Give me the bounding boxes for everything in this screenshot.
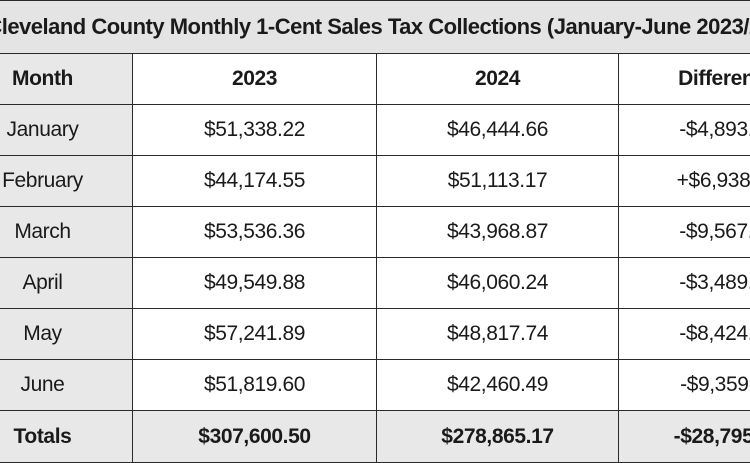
table-row: April $49,549.88 $46,060.24 -$3,489.64 xyxy=(0,257,750,309)
total-2024-cell: $278,865.17 xyxy=(376,410,619,463)
table-title: Cleveland County Monthly 1-Cent Sales Ta… xyxy=(0,0,750,54)
value-2024-cell: $51,113.17 xyxy=(376,155,619,207)
value-2024-cell: $46,060.24 xyxy=(376,257,619,309)
difference-cell: -$4,893.56 xyxy=(617,104,750,156)
difference-cell: -$9,359.11 xyxy=(617,359,750,411)
month-cell: February xyxy=(0,155,133,207)
value-2023-cell: $49,549.88 xyxy=(132,257,377,309)
table-row: March $53,536.36 $43,968.87 -$9,567.49 xyxy=(0,206,750,258)
difference-cell: -$9,567.49 xyxy=(617,206,750,258)
header-2024: 2024 xyxy=(376,53,619,105)
table-row: February $44,174.55 $51,113.17 +$6,938.6… xyxy=(0,155,750,207)
month-cell: May xyxy=(0,308,133,360)
value-2024-cell: $46,444.66 xyxy=(376,104,619,156)
totals-label: Totals xyxy=(0,410,133,463)
header-row: Month 2023 2024 Difference xyxy=(0,53,750,105)
value-2024-cell: $42,460.49 xyxy=(376,359,619,411)
table-row: June $51,819.60 $42,460.49 -$9,359.11 xyxy=(0,359,750,411)
value-2023-cell: $57,241.89 xyxy=(132,308,377,360)
month-cell: January xyxy=(0,104,133,156)
month-cell: April xyxy=(0,257,133,309)
difference-cell: +$6,938.62 xyxy=(617,155,750,207)
totals-row: Totals $307,600.50 $278,865.17 -$28,795.… xyxy=(0,410,750,463)
value-2024-cell: $43,968.87 xyxy=(376,206,619,258)
month-cell: March xyxy=(0,206,133,258)
value-2023-cell: $51,819.60 xyxy=(132,359,377,411)
difference-cell: -$8,424.15 xyxy=(617,308,750,360)
header-difference: Difference xyxy=(617,53,750,105)
value-2023-cell: $44,174.55 xyxy=(132,155,377,207)
total-2023-cell: $307,600.50 xyxy=(132,410,377,463)
table-row: January $51,338.22 $46,444.66 -$4,893.56 xyxy=(0,104,750,156)
value-2023-cell: $51,338.22 xyxy=(132,104,377,156)
value-2023-cell: $53,536.36 xyxy=(132,206,377,258)
difference-cell: -$3,489.64 xyxy=(617,257,750,309)
month-cell: June xyxy=(0,359,133,411)
header-month: Month xyxy=(0,53,133,105)
total-difference-cell: -$28,795.33 xyxy=(617,410,750,463)
table-row: May $57,241.89 $48,817.74 -$8,424.15 xyxy=(0,308,750,360)
value-2024-cell: $48,817.74 xyxy=(376,308,619,360)
header-2023: 2023 xyxy=(132,53,377,105)
title-row: Cleveland County Monthly 1-Cent Sales Ta… xyxy=(0,0,750,54)
